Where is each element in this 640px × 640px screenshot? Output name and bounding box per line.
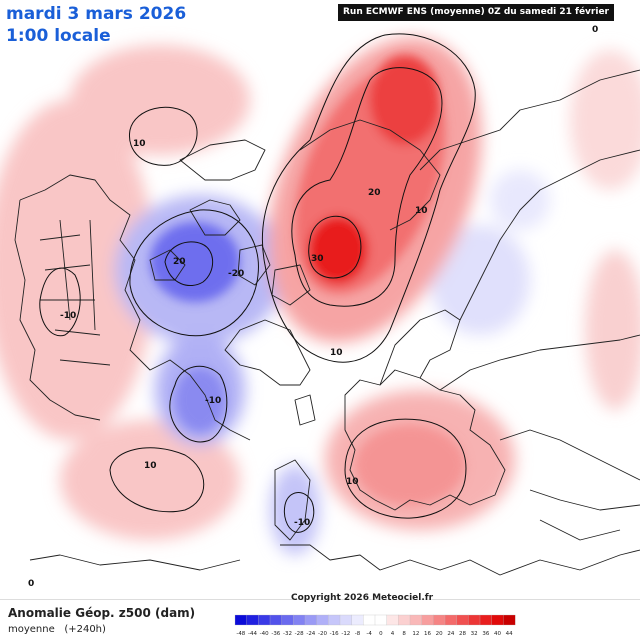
scale-tick-label: 20 <box>436 631 443 637</box>
scale-swatch <box>281 614 294 626</box>
scale-tick-label: 44 <box>506 631 513 637</box>
ridge-northeast <box>570 50 640 190</box>
scale-tick-label: 28 <box>459 631 466 637</box>
scale-swatch <box>351 614 364 626</box>
contour-east-atlantic-neg10 <box>283 492 315 533</box>
contour-label: -10 <box>205 396 221 406</box>
scale-tick-label: -40 <box>260 631 269 637</box>
contour-label: 0 <box>28 579 34 589</box>
ridge-europe-core <box>355 425 465 505</box>
scale-tick-label: 16 <box>424 631 431 637</box>
scale-swatch <box>468 614 481 626</box>
coastlines <box>14 69 640 576</box>
ridge-main-core <box>308 216 368 284</box>
scale-tick-label: -32 <box>283 631 292 637</box>
contour-label: 10 <box>346 477 359 487</box>
scale-tick-label: -16 <box>330 631 339 637</box>
contour-label: 20 <box>368 188 381 198</box>
contour-label: 10 <box>144 461 157 471</box>
scale-tick-label: -28 <box>295 631 304 637</box>
contour-ridge-10 <box>261 33 476 363</box>
forecast-local-time: 1:00 locale <box>6 26 111 46</box>
contour-trough-20 <box>164 241 214 286</box>
trough-siberia-east <box>490 170 550 230</box>
scale-swatch <box>246 614 259 626</box>
scale-swatch <box>421 614 434 626</box>
contour-labels: 10 20 30 20 10 -20 -10 -10 10 10 -10 10 … <box>28 25 598 589</box>
scale-swatch <box>444 614 458 626</box>
scale-swatch <box>491 614 504 626</box>
scale-swatch <box>304 614 318 626</box>
scale-tick-label: -4 <box>366 631 372 637</box>
contour-label: 0 <box>592 25 598 35</box>
trough-labrador-core <box>175 368 225 432</box>
anomaly-shading <box>0 37 640 555</box>
contour-label: -20 <box>228 269 244 279</box>
scale-tick-label: 36 <box>482 631 489 637</box>
forecast-date: mardi 3 mars 2026 <box>6 4 187 24</box>
ridge-north-america-west <box>0 100 155 440</box>
copyright-text: Copyright 2026 Meteociel.fr <box>291 593 434 603</box>
scale-tick-label: -48 <box>236 631 245 637</box>
mean-label: moyenne (+240h) <box>8 624 106 635</box>
contour-west-10 <box>39 267 81 337</box>
scale-tick-label: 32 <box>471 631 478 637</box>
contour-trough-labrador <box>169 365 228 443</box>
contour-label: 10 <box>330 348 343 358</box>
scale-swatch <box>258 614 271 626</box>
scale-swatch <box>503 614 516 626</box>
scale-tick-label: 4 <box>391 631 395 637</box>
anomaly-map: 10 20 30 20 10 -20 -10 -10 10 10 -10 10 … <box>0 25 640 600</box>
scale-swatch <box>269 614 283 626</box>
contour-ridge-30 <box>308 215 362 279</box>
contour-trough-10 <box>129 209 259 337</box>
scale-swatch <box>234 614 248 626</box>
scale-swatch <box>293 614 306 626</box>
scale-swatch <box>374 614 388 626</box>
scale-tick-label: -12 <box>341 631 350 637</box>
trough-core <box>150 222 240 302</box>
trough-east-atlantic <box>270 465 320 555</box>
contour-ridge-20 <box>291 67 443 307</box>
contour-label: 30 <box>311 254 324 264</box>
scale-swatch <box>363 614 376 626</box>
scale-swatch <box>479 614 493 626</box>
contour-label: 20 <box>173 257 186 267</box>
contour-label: 10 <box>415 206 428 216</box>
scale-tick-label: 8 <box>402 631 406 637</box>
run-info-banner: Run ECMWF ENS (moyenne) 0Z du samedi 21 … <box>338 4 614 34</box>
contours <box>39 33 476 533</box>
scale-tick-label: 40 <box>494 631 501 637</box>
scale-tick-label: -20 <box>318 631 327 637</box>
scale-swatch <box>339 614 353 626</box>
contour-label: 10 <box>133 139 146 149</box>
contour-europe-10 <box>344 418 467 519</box>
ridge-east-edge <box>585 250 640 410</box>
ridge-pacific-north <box>70 45 250 155</box>
scale-swatch <box>386 614 399 626</box>
scale-swatch <box>398 614 411 626</box>
scale-tick-label: -8 <box>355 631 361 637</box>
scale-swatch <box>409 614 423 626</box>
lead-time: (+240h) <box>64 624 106 635</box>
contour-label: -10 <box>60 311 76 321</box>
scale-swatch <box>433 614 446 626</box>
scale-swatch <box>456 614 469 626</box>
scale-tick-label: 0 <box>379 631 383 637</box>
color-scale-legend: -48 -44 -40 -36 -32 -28 -24 -20 -16 -12 -8 -4 0 4 8 12 1… <box>234 614 516 637</box>
mean-text: moyenne <box>8 624 55 635</box>
scale-tick-label: 12 <box>412 631 419 637</box>
scale-tick-label: -44 <box>248 631 257 637</box>
scale-tick-label: 24 <box>447 631 454 637</box>
contour-pacific-10 <box>128 106 198 166</box>
scale-swatch <box>316 614 329 626</box>
ridge-main-north-core <box>370 55 440 145</box>
scale-tick-label: -36 <box>271 631 280 637</box>
contour-label: -10 <box>294 518 310 528</box>
scale-swatch <box>328 614 341 626</box>
parameter-label: Anomalie Géop. z500 (dam) <box>8 606 196 620</box>
ridge-atlantic-south <box>60 420 240 540</box>
contour-atlantic-10 <box>109 447 205 513</box>
scale-tick-label: -24 <box>306 631 315 637</box>
